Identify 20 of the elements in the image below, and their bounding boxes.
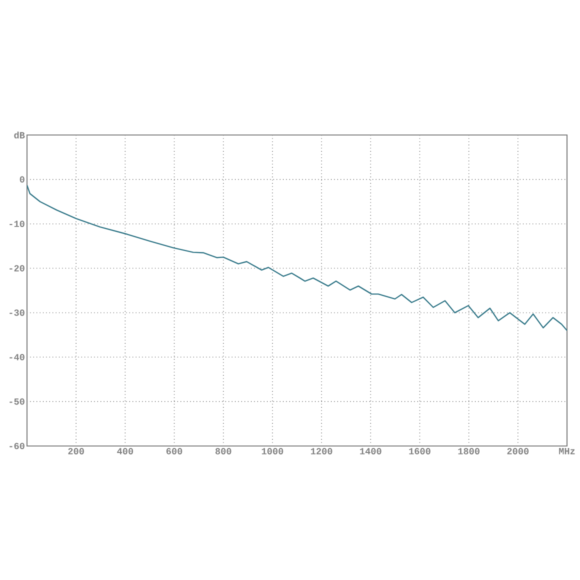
x-tick-label: 1600 — [409, 448, 430, 454]
y-tick-label: -30 — [10, 310, 24, 316]
y-tick-label: -10 — [10, 220, 24, 228]
x-tick-label: 800 — [215, 448, 232, 454]
x-tick-label: 1000 — [262, 448, 284, 454]
x-tick-label: 600 — [166, 448, 182, 454]
line-series — [27, 184, 568, 332]
y-tick-label: dB — [14, 132, 25, 138]
x-tick-label: MHz — [559, 448, 575, 454]
x-tick-label: 1200 — [310, 448, 332, 454]
y-tick-label: -50 — [10, 398, 24, 405]
x-tick-label: 1400 — [360, 448, 382, 454]
y-tick-label: -20 — [10, 265, 24, 272]
x-tick-label: 1800 — [458, 448, 480, 454]
x-tick-label: 200 — [68, 448, 84, 454]
y-tick-label: -60 — [10, 442, 24, 450]
x-tick-label: 2000 — [507, 448, 529, 454]
x-tick-label: 400 — [117, 448, 134, 454]
y-tick-label: 0 — [20, 176, 24, 183]
y-tick-label: -40 — [10, 354, 24, 360]
